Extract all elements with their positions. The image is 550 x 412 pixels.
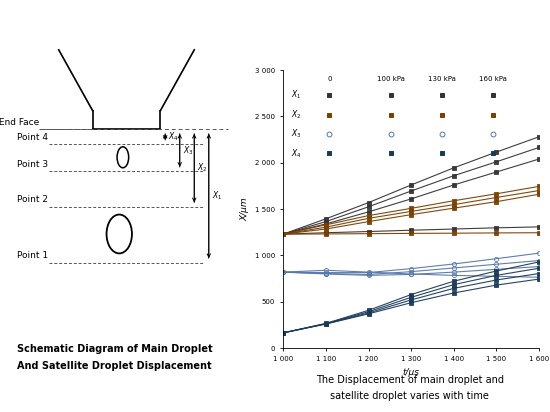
Text: Point 1: Point 1: [16, 251, 48, 260]
Text: $X_3$: $X_3$: [183, 144, 194, 157]
X-axis label: t/μs: t/μs: [403, 368, 420, 377]
Text: Point 3: Point 3: [16, 160, 48, 169]
Text: 160 kPa: 160 kPa: [479, 76, 507, 82]
Text: $X_2$: $X_2$: [197, 162, 208, 174]
Text: $X_4$: $X_4$: [291, 147, 301, 160]
Text: Point 2: Point 2: [17, 195, 48, 204]
Text: And Satellite Droplet Displacement: And Satellite Droplet Displacement: [17, 361, 212, 371]
Text: $X_3$: $X_3$: [291, 128, 301, 140]
Text: Schematic Diagram of Main Droplet: Schematic Diagram of Main Droplet: [16, 344, 212, 354]
Text: 130 kPa: 130 kPa: [428, 76, 456, 82]
Text: 100 kPa: 100 kPa: [377, 76, 405, 82]
Text: satellite droplet varies with time: satellite droplet varies with time: [331, 391, 489, 401]
Text: $X_4$: $X_4$: [168, 131, 179, 143]
Text: The Displacement of main droplet and: The Displacement of main droplet and: [316, 375, 504, 385]
Text: Point 4: Point 4: [17, 133, 48, 142]
Text: $X_2$: $X_2$: [291, 108, 301, 121]
Text: Nozzle End Face: Nozzle End Face: [0, 117, 40, 126]
Text: $X_1$: $X_1$: [212, 190, 222, 202]
Text: 0: 0: [327, 76, 332, 82]
Y-axis label: X/μm: X/μm: [240, 197, 249, 221]
Text: $X_1$: $X_1$: [291, 89, 301, 101]
